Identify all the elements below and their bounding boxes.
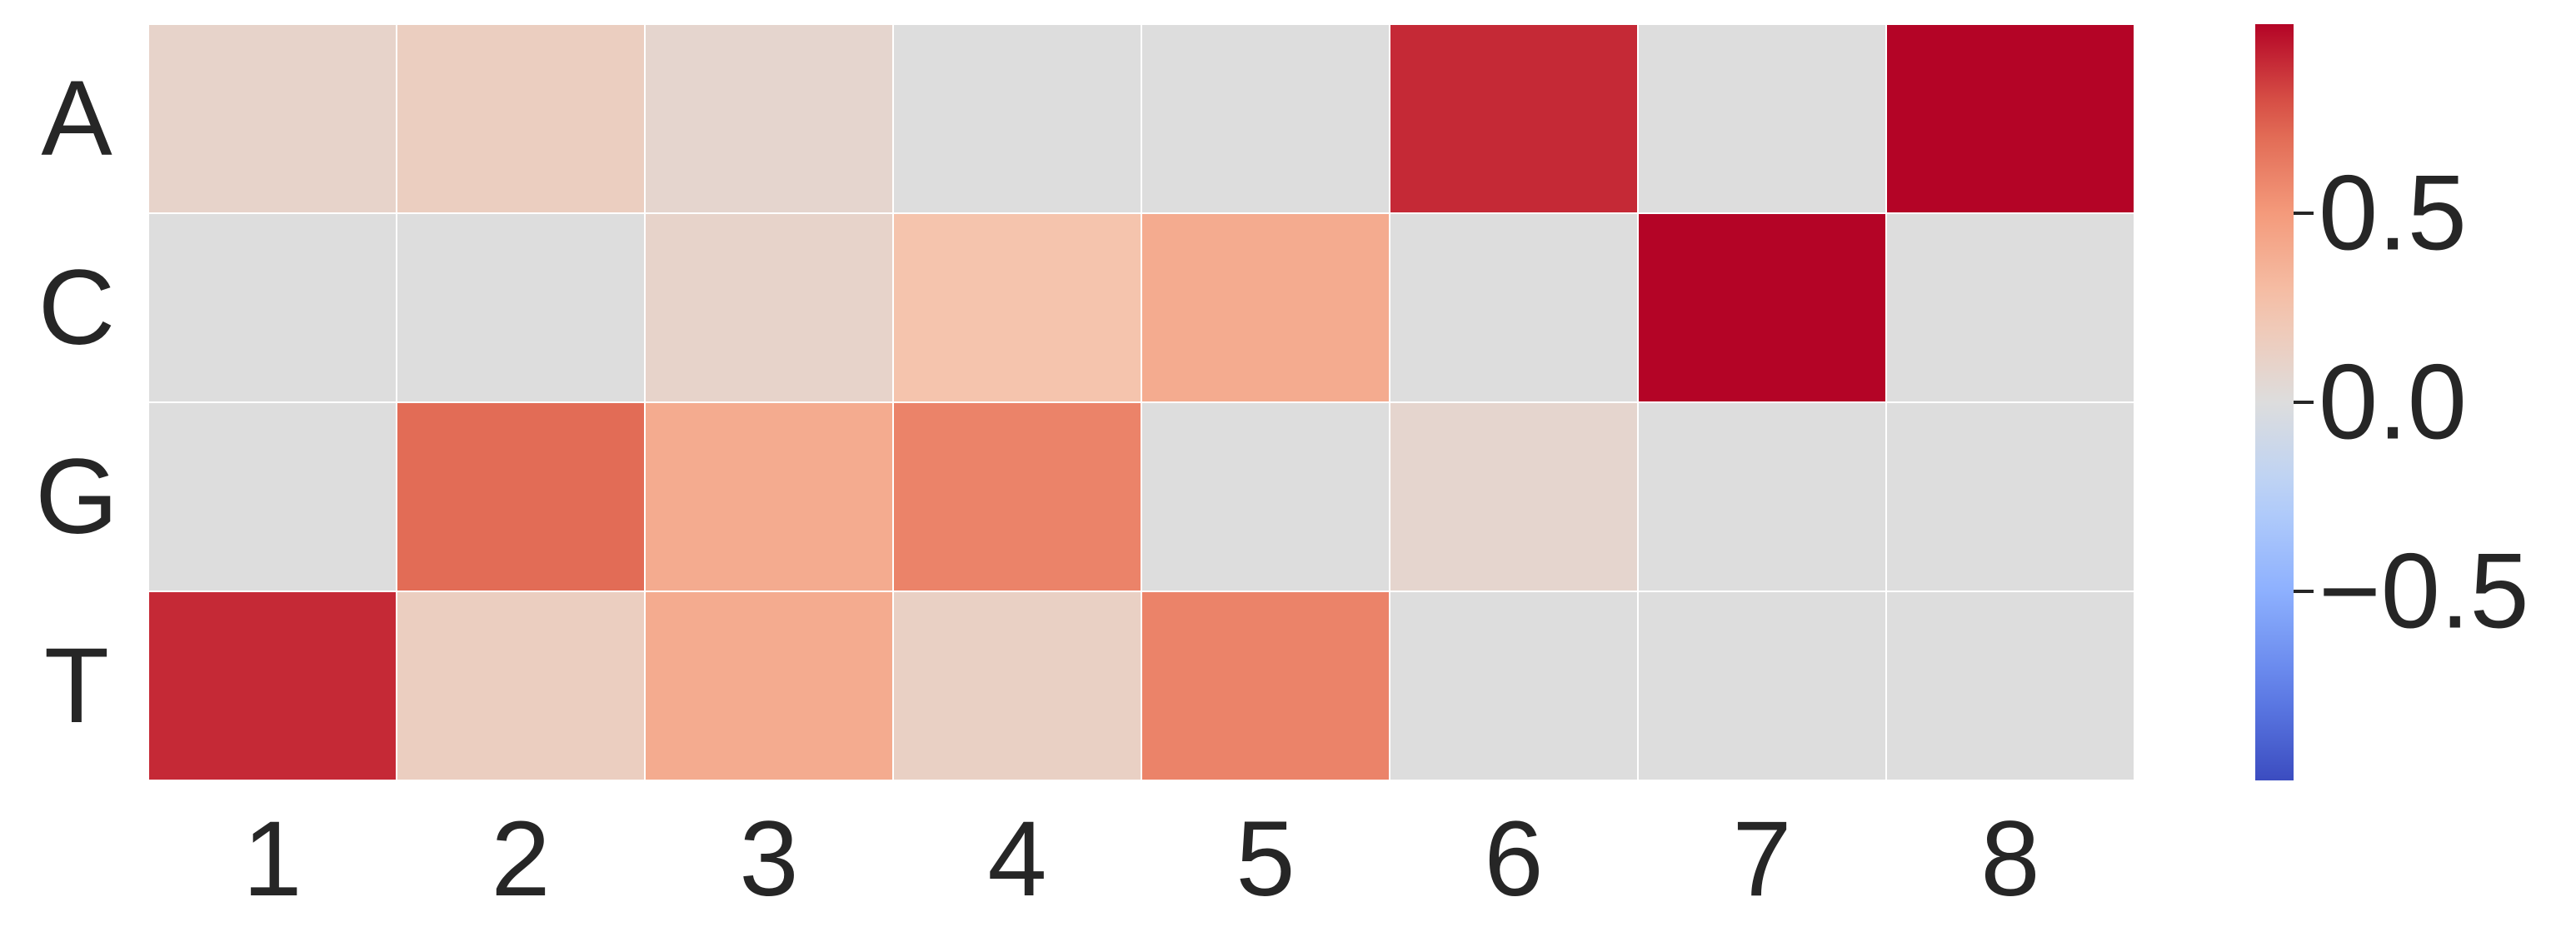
x-tick-label: 6	[1484, 800, 1543, 919]
heatmap-cell-G-5	[1141, 401, 1390, 592]
heatmap-cell-T-1	[147, 591, 397, 781]
heatmap-cell-T-2	[396, 591, 646, 781]
x-tick-label: 3	[739, 800, 798, 919]
x-tick-label: 8	[1980, 800, 2039, 919]
heatmap-cell-A-5	[1141, 23, 1390, 214]
heatmap-cell-C-8	[1885, 212, 2135, 403]
heatmap-cell-A-4	[892, 23, 1142, 214]
heatmap-cell-G-2	[396, 401, 646, 592]
colorbar-gradient	[2255, 24, 2294, 780]
heatmap-cell-G-1	[147, 401, 397, 592]
x-tick-label: 7	[1732, 800, 1791, 919]
colorbar-tick-label: 0.0	[2319, 343, 2467, 462]
heatmap-cells	[147, 23, 2135, 781]
y-tick-label: T	[44, 626, 109, 745]
heatmap-cell-G-7	[1637, 401, 1887, 592]
heatmap-cell-A-7	[1637, 23, 1887, 214]
y-tick-label: C	[38, 248, 115, 367]
heatmap-cell-T-3	[644, 591, 894, 781]
y-tick-label: A	[41, 59, 112, 178]
heatmap-cell-C-5	[1141, 212, 1390, 403]
heatmap-cell-C-4	[892, 212, 1142, 403]
x-axis-tick-labels: 1 2 3 4 5 6 7 8	[242, 800, 2039, 919]
x-tick-label: 1	[242, 800, 302, 919]
heatmap-cell-G-8	[1885, 401, 2135, 592]
colorbar-tick-label: 0.5	[2319, 154, 2467, 273]
heatmap-cell-C-1	[147, 212, 397, 403]
heatmap-cell-A-6	[1389, 23, 1639, 214]
heatmap-cell-C-3	[644, 212, 894, 403]
heatmap-cell-T-7	[1637, 591, 1887, 781]
y-tick-label: G	[35, 437, 118, 556]
x-tick-label: 5	[1236, 800, 1295, 919]
heatmap-cell-A-1	[147, 23, 397, 214]
heatmap-cell-T-6	[1389, 591, 1639, 781]
heatmap-cell-C-6	[1389, 212, 1639, 403]
heatmap-cell-A-2	[396, 23, 646, 214]
heatmap-cell-G-3	[644, 401, 894, 592]
heatmap-cell-A-3	[644, 23, 894, 214]
heatmap-cell-G-6	[1389, 401, 1639, 592]
colorbar: 0.5 0.0 −0.5	[2255, 24, 2529, 780]
heatmap-cell-C-7	[1637, 212, 1887, 403]
heatmap-cell-T-4	[892, 591, 1142, 781]
x-tick-label: 2	[491, 800, 550, 919]
heatmap-cell-T-8	[1885, 591, 2135, 781]
heatmap-cell-C-2	[396, 212, 646, 403]
heatmap-cell-G-4	[892, 401, 1142, 592]
x-tick-label: 4	[987, 800, 1046, 919]
heatmap-cell-T-5	[1141, 591, 1390, 781]
colorbar-tick-label: −0.5	[2319, 532, 2529, 651]
heatmap-cell-A-8	[1885, 23, 2135, 214]
